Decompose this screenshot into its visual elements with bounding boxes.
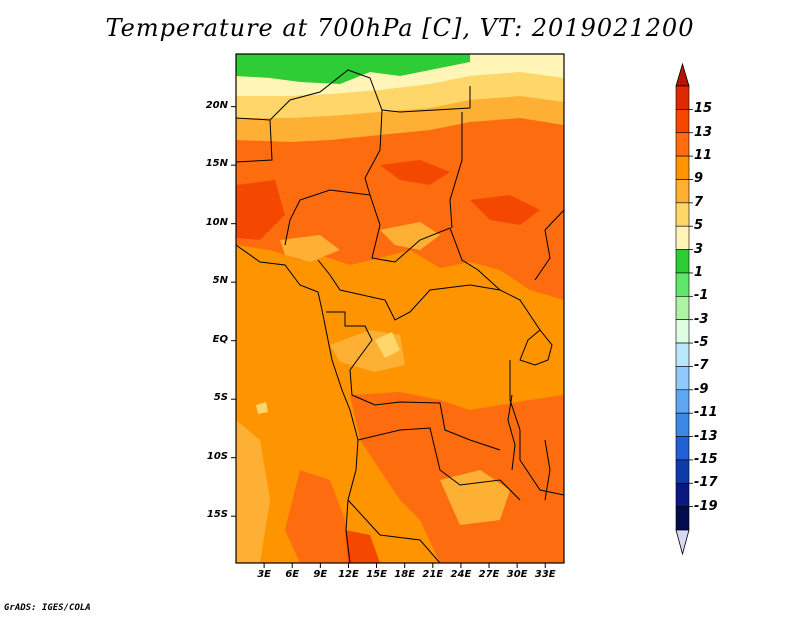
border (357, 427, 521, 501)
colorbar-segment (675, 342, 690, 367)
political-boundaries (236, 69, 564, 563)
border (449, 112, 463, 229)
lake-tanganyika (507, 394, 516, 471)
colorbar-label: -9 (694, 381, 709, 397)
lon-label: 6E (285, 569, 300, 580)
colorbar-segment (675, 459, 690, 484)
grads-credit: GrADS: IGES/COLA (4, 603, 91, 613)
border (284, 189, 371, 246)
colorbar-segment (675, 319, 690, 344)
colorbar-segment (675, 366, 690, 391)
lon-label: 33E (534, 569, 556, 580)
colorbar-segment (675, 389, 690, 414)
colorbar-label: -7 (694, 358, 709, 374)
lat-label: 10S (206, 450, 228, 462)
lake-border (519, 329, 553, 366)
lat-label: EQ (212, 333, 228, 345)
lon-label: 18E (394, 569, 416, 580)
colorbar-segment (675, 296, 690, 320)
colorbar-label: 7 (694, 194, 704, 210)
colorbar-label: -11 (694, 405, 718, 421)
field-13-15 (470, 195, 540, 225)
field-5-7-patch (256, 402, 268, 414)
colorbar-label: 11 (694, 148, 713, 164)
colorbar-segment (675, 132, 690, 157)
field-13-15 (345, 530, 380, 563)
field-1-3 (236, 54, 470, 84)
colorbar-segment (675, 506, 690, 531)
lon-label: 24E (450, 569, 472, 580)
border (534, 209, 564, 281)
colorbar-label: 5 (694, 218, 704, 234)
colorbar-segment (675, 412, 690, 437)
colorbar-label: 13 (694, 124, 713, 140)
lake-malawi (544, 439, 551, 501)
lat-tick-marks (231, 106, 236, 517)
lat-label: 10N (205, 216, 228, 228)
colorbar-segment (675, 436, 690, 461)
temperature-field (236, 54, 564, 563)
border (317, 259, 501, 321)
lat-label: 15S (206, 509, 228, 521)
colorbar (675, 62, 693, 556)
border (509, 360, 564, 496)
colorbar-top-arrow (675, 62, 690, 87)
field-11-13-southwest (285, 470, 350, 563)
colorbar-label: 1 (694, 264, 704, 280)
lon-label: 30E (506, 569, 528, 580)
lon-label: 21E (422, 569, 444, 580)
border (326, 311, 501, 451)
field-7-9-patch (280, 235, 340, 262)
colorbar-label: -13 (694, 428, 718, 444)
lon-tick-marks (263, 563, 546, 568)
border (364, 109, 541, 331)
colorbar-label: -3 (694, 311, 709, 327)
colorbar-label: 3 (694, 241, 704, 257)
colorbar-segment (675, 482, 690, 507)
colorbar-segment (675, 109, 690, 134)
colorbar-bottom-arrow (675, 529, 690, 556)
field-5-7-patch (375, 332, 400, 358)
colorbar-segment (675, 85, 690, 110)
lon-label: 12E (338, 569, 359, 580)
colorbar-segment (675, 225, 690, 250)
colorbar-segment (675, 179, 690, 204)
field-7-9-patch (440, 470, 510, 525)
colorbar-label: -17 (694, 475, 718, 491)
colorbar-segment (675, 202, 690, 227)
border (236, 119, 273, 163)
field-7-9-patch (380, 222, 440, 250)
colorbar-segment (675, 272, 690, 297)
border (236, 69, 471, 121)
colorbar-label: -1 (694, 288, 709, 304)
lon-label: 9E (313, 569, 328, 580)
chart-title: Temperature at 700hPa [C], VT: 201902120… (105, 14, 695, 42)
lat-label: 20N (205, 99, 228, 111)
lat-label: 5S (213, 392, 228, 404)
lon-label: 3E (257, 569, 271, 580)
lon-label: 15E (366, 569, 387, 580)
colorbar-label: 15 (694, 101, 713, 117)
colorbar-segment (675, 249, 690, 274)
colorbar-label: -19 (694, 498, 718, 514)
lat-label: 15N (205, 158, 228, 170)
border (347, 499, 441, 563)
map-frame (235, 53, 565, 564)
colorbar-label: -15 (694, 451, 718, 467)
colorbar-label: -5 (694, 335, 709, 351)
lon-label: 27E (478, 569, 500, 580)
coastline (236, 244, 359, 563)
field-13-15 (236, 180, 285, 240)
colorbar-segment (675, 155, 690, 180)
field-7-9-patch (236, 420, 270, 563)
colorbar-label: 9 (694, 171, 704, 187)
lat-label: 5N (212, 275, 228, 287)
field-13-15 (380, 160, 450, 185)
